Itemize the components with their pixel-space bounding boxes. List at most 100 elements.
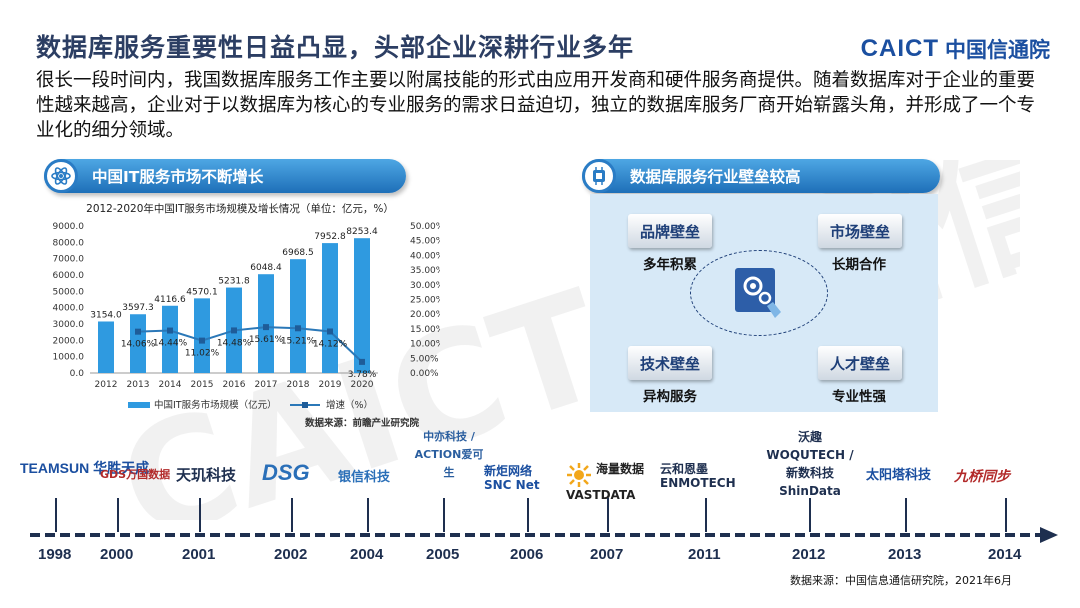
y-right-tick-label: 10.00% bbox=[410, 340, 440, 350]
logo-woqu-shindata-text: 沃趣 WOQUTECH / 新数科技 ShinData bbox=[766, 430, 854, 498]
growth-value-label: 14.48% bbox=[217, 338, 252, 348]
x-tick-label: 2019 bbox=[319, 380, 342, 390]
bar-value-label: 3154.0 bbox=[90, 310, 122, 320]
bar-2012 bbox=[98, 321, 114, 373]
y-right-tick-label: 15.00% bbox=[410, 325, 440, 335]
barrier-talent-sub: 专业性强 bbox=[832, 389, 886, 405]
x-tick-label: 2015 bbox=[191, 380, 214, 390]
chart-source: 数据来源：前瞻产业研究院 bbox=[304, 417, 420, 429]
y-left-tick-label: 2000.0 bbox=[53, 336, 85, 346]
timeline-year-2001: 2001 bbox=[182, 546, 216, 563]
growth-point-2015 bbox=[199, 337, 205, 344]
barrier-brand: 品牌壁垒 bbox=[628, 214, 712, 248]
logo-teamsun: TEAMSUN 华胜天成 bbox=[20, 460, 150, 476]
logo-zhongyi-action-text: 中亦科技 / ACTION爱可生 bbox=[414, 430, 484, 479]
y-right-tick-label: 0.00% bbox=[410, 369, 439, 379]
y-left-tick-label: 1000.0 bbox=[53, 353, 85, 363]
bar-value-label: 8253.4 bbox=[346, 227, 378, 237]
legend-bar-label: 中国IT服务市场规模（亿元） bbox=[154, 399, 277, 411]
bar-2018 bbox=[290, 259, 306, 373]
logo-tianji-text: 天玑科技 bbox=[176, 466, 237, 484]
bar-value-label: 5231.8 bbox=[218, 277, 250, 287]
barrier-tech: 技术壁垒 bbox=[628, 346, 712, 380]
timeline-axis bbox=[30, 498, 1058, 543]
x-tick-label: 2013 bbox=[127, 380, 150, 390]
brand-en: CAICT bbox=[860, 35, 939, 62]
growth-point-2019 bbox=[327, 328, 333, 335]
timeline-year-2007: 2007 bbox=[590, 546, 624, 563]
bar-value-label: 6048.4 bbox=[250, 263, 282, 273]
growth-value-label: 14.06% bbox=[121, 340, 156, 350]
brand-logo: CAICT 中国信通院 bbox=[861, 34, 1050, 64]
timeline-year-1998: 1998 bbox=[38, 546, 72, 563]
bar-2019 bbox=[322, 243, 338, 373]
legend-bar-swatch bbox=[128, 402, 150, 408]
growth-value-label: 14.12% bbox=[313, 339, 348, 349]
logo-tianji: 天玑科技 bbox=[176, 464, 236, 485]
y-left-tick-label: 3000.0 bbox=[53, 320, 85, 330]
y-left-tick-label: 6000.0 bbox=[53, 271, 85, 281]
logo-taiyangta-text: 太阳塔科技 bbox=[866, 468, 932, 483]
page-title: 数据库服务重要性日益凸显，头部企业深耕行业多年 bbox=[36, 33, 635, 62]
logo-woqu-shindata: 沃趣 WOQUTECH / 新数科技 ShinData bbox=[762, 428, 858, 500]
center-ellipse bbox=[690, 250, 828, 336]
growth-value-label: 3.78% bbox=[348, 370, 377, 380]
growth-point-2016 bbox=[231, 327, 237, 334]
logo-yinxin: 银信科技 bbox=[338, 466, 390, 485]
logo-jiuqiao: 九桥同步 bbox=[954, 466, 1010, 486]
bar-value-label: 4570.1 bbox=[186, 287, 218, 297]
it-market-banner: 中国IT服务市场不断增长 bbox=[44, 159, 406, 193]
x-tick-label: 2020 bbox=[351, 380, 374, 390]
y-left-tick-label: 8000.0 bbox=[53, 238, 85, 248]
timeline-year-2004: 2004 bbox=[350, 546, 384, 563]
timeline-year-2012: 2012 bbox=[792, 546, 826, 563]
bar-value-label: 4116.6 bbox=[154, 295, 186, 305]
logo-zhongyi-action: 中亦科技 / ACTION爱可生 bbox=[412, 428, 486, 482]
barrier-banner-label: 数据库服务行业壁垒较高 bbox=[630, 168, 801, 186]
x-tick-label: 2012 bbox=[95, 380, 118, 390]
y-right-tick-label: 35.00% bbox=[410, 266, 440, 276]
sun-icon bbox=[567, 463, 591, 487]
legend-line-marker bbox=[302, 402, 308, 408]
bar-value-label: 7952.8 bbox=[314, 232, 346, 242]
growth-value-label: 11.02% bbox=[185, 349, 220, 359]
x-tick-label: 2018 bbox=[287, 380, 310, 390]
chart-title: 2012-2020年中国IT服务市场规模及增长情况（单位：亿元，%） bbox=[86, 202, 394, 215]
timeline-year-2014: 2014 bbox=[988, 546, 1022, 563]
barrier-brand-sub: 多年积累 bbox=[643, 257, 697, 273]
logo-jiuqiao-text: 九桥同步 bbox=[954, 469, 1010, 485]
logo-snc-text: 新炬网络 SNC Net bbox=[484, 464, 540, 492]
y-right-tick-label: 5.00% bbox=[410, 354, 439, 364]
barrier-market-sub: 长期合作 bbox=[832, 257, 886, 273]
y-left-tick-label: 9000.0 bbox=[53, 222, 85, 232]
x-tick-label: 2014 bbox=[159, 380, 182, 390]
growth-point-2013 bbox=[135, 328, 141, 335]
logo-vastdata-text: 海量数据 VASTDATA bbox=[566, 462, 645, 502]
bar-2020 bbox=[354, 238, 370, 373]
bar-2013 bbox=[130, 314, 146, 373]
timeline-year-2000: 2000 bbox=[100, 546, 134, 563]
gear-hand-icon bbox=[735, 268, 781, 318]
growth-value-label: 15.21% bbox=[281, 336, 316, 346]
barrier-market: 市场壁垒 bbox=[818, 214, 902, 248]
logo-enmotech-text: 云和恩墨 ENMOTECH bbox=[660, 462, 736, 490]
legend-line-label: 增速（%） bbox=[326, 399, 373, 411]
y-right-tick-label: 30.00% bbox=[410, 281, 440, 291]
source-note: 数据来源：中国信息通信研究院，2021年6月 bbox=[790, 574, 1012, 587]
barrier-tech-sub: 异构服务 bbox=[643, 389, 697, 405]
logo-taiyangta: 太阳塔科技 bbox=[866, 464, 931, 483]
growth-value-label: 14.44% bbox=[153, 339, 188, 349]
chip-icon bbox=[582, 159, 616, 193]
y-left-tick-label: 7000.0 bbox=[53, 255, 85, 265]
y-right-tick-label: 50.00% bbox=[410, 222, 440, 232]
y-left-tick-label: 0.0 bbox=[70, 369, 85, 379]
logo-snc: 新炬网络 SNC Net bbox=[484, 464, 560, 492]
bar-2017 bbox=[258, 274, 274, 373]
barrier-banner: 数据库服务行业壁垒较高 bbox=[582, 159, 940, 193]
growth-value-label: 15.61% bbox=[249, 335, 284, 345]
y-left-tick-label: 4000.0 bbox=[53, 304, 85, 314]
logo-dsg-text: DSG bbox=[262, 460, 310, 485]
logo-enmotech: 云和恩墨 ENMOTECH bbox=[660, 462, 756, 490]
logo-teamsun-text: TEAMSUN 华胜天成 bbox=[20, 460, 150, 476]
timeline-year-2011: 2011 bbox=[688, 546, 721, 563]
